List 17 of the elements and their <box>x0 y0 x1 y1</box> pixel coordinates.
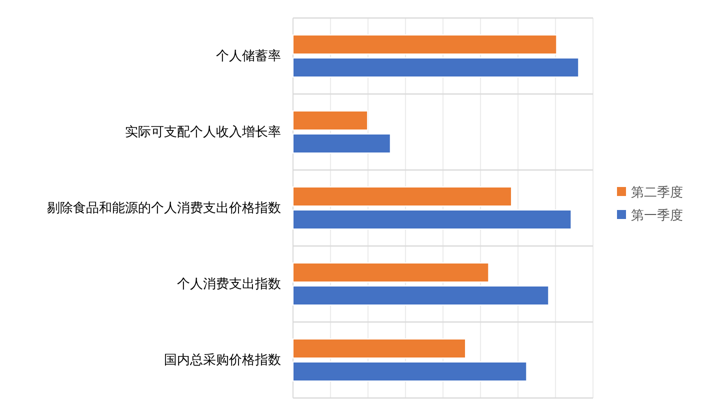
bar <box>292 262 490 282</box>
bar <box>292 58 580 78</box>
bar <box>292 286 550 306</box>
bar <box>292 134 391 154</box>
bar <box>292 34 558 54</box>
y-tick-label: 个人储蓄率 <box>216 48 281 64</box>
y-tick-label: 个人消费支出指数 <box>177 277 281 292</box>
bar <box>292 110 368 130</box>
y-tick-label: 剔除食品和能源的个人消费支出价格指数 <box>47 201 281 216</box>
bar <box>292 338 466 358</box>
y-tick-label: 实际可支配个人收入增长率 <box>125 124 281 140</box>
bar <box>292 210 572 230</box>
bar <box>292 362 528 382</box>
legend-label: 第一季度 <box>631 208 683 224</box>
bar <box>292 186 512 206</box>
y-tick-label: 国内总采购价格指数 <box>164 353 281 368</box>
legend-label: 第二季度 <box>631 184 683 200</box>
